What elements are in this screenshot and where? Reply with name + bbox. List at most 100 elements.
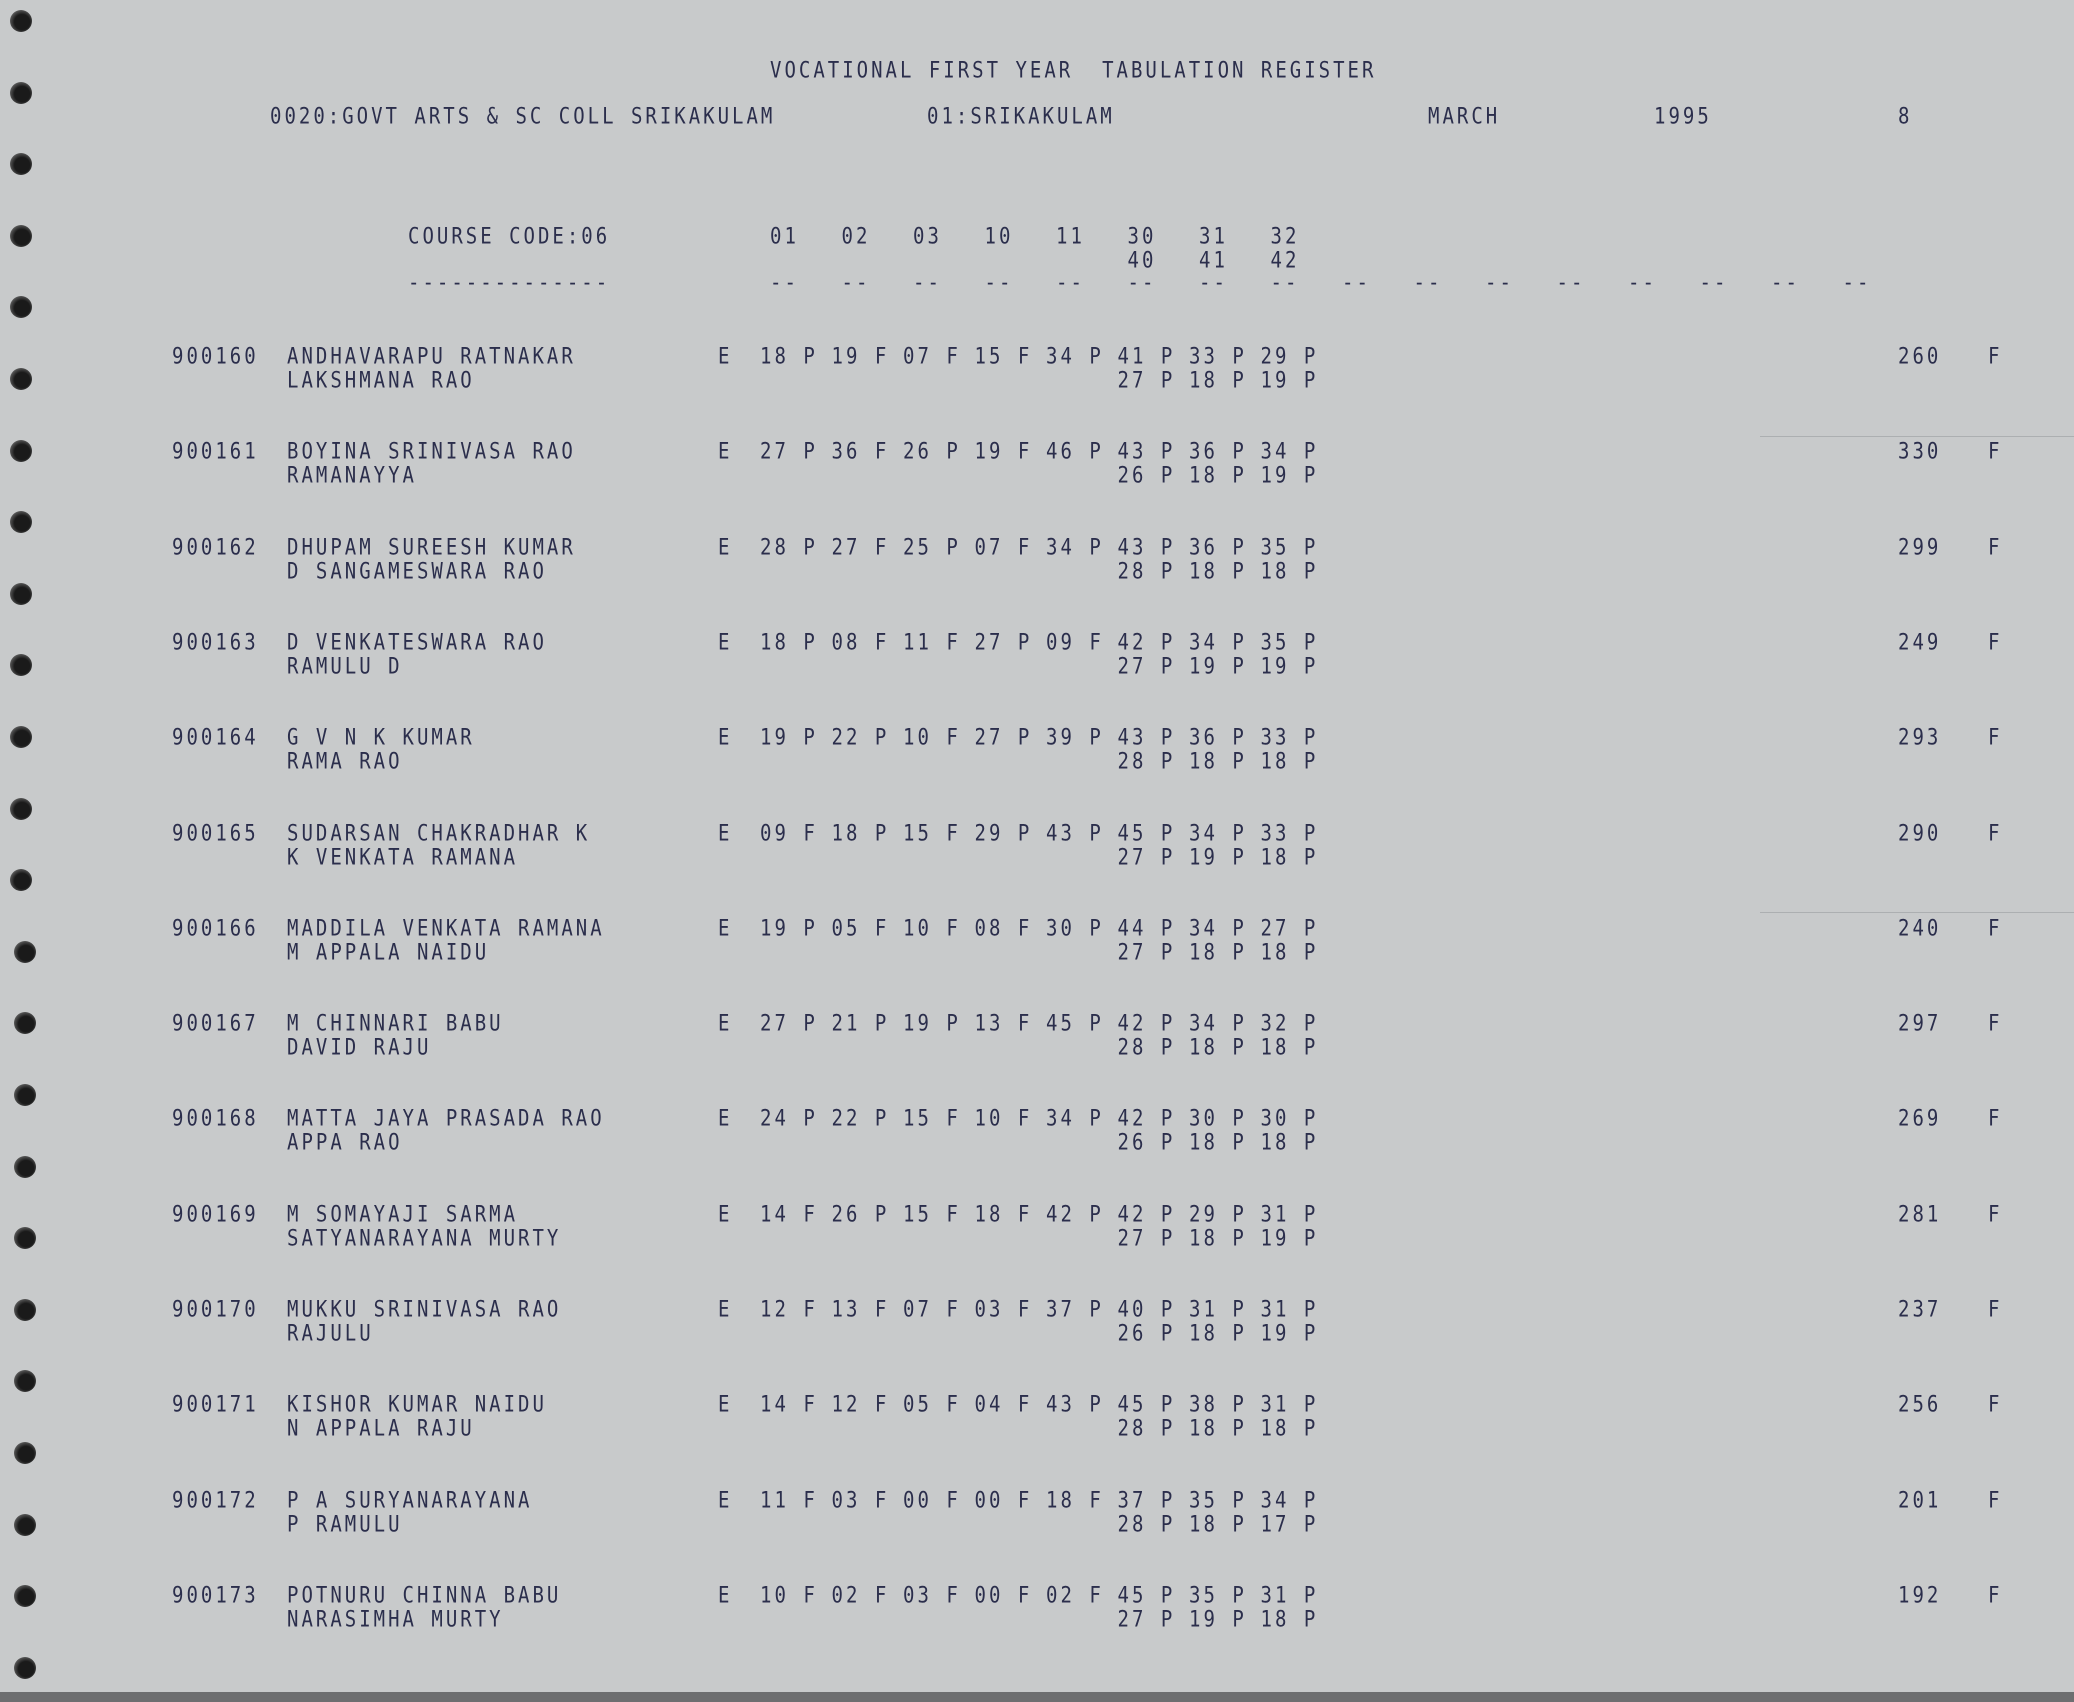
medium-code: E bbox=[718, 534, 733, 560]
subject-mark: 00 F bbox=[974, 1582, 1033, 1609]
subject-mark: 05 F bbox=[903, 1392, 961, 1418]
total-marks: 192 bbox=[1898, 1582, 1942, 1609]
subject-mark: 45 P bbox=[1117, 1392, 1176, 1418]
medium-code: E bbox=[718, 344, 733, 370]
parent-name: K VENKATA RAMANA bbox=[287, 844, 519, 870]
final-result: F bbox=[1988, 1106, 2003, 1132]
page-number: 8 bbox=[1898, 104, 1913, 130]
subject-mark: 30 P bbox=[1046, 915, 1104, 942]
column-divider: -- bbox=[1842, 270, 1872, 296]
subject-mark: 28 P bbox=[1117, 1035, 1176, 1061]
subject-mark: 29 P bbox=[1189, 1201, 1247, 1227]
final-result: F bbox=[1988, 1011, 2003, 1037]
subject-mark: 17 P bbox=[1260, 1511, 1319, 1537]
column-divider: -- bbox=[1771, 270, 1800, 296]
subject-mark: 19 P bbox=[760, 725, 818, 751]
course-code-underline: -------------- bbox=[408, 270, 611, 296]
subject-code-header: 30 bbox=[1127, 224, 1157, 250]
subject-mark: 26 P bbox=[831, 1201, 890, 1227]
subject-mark: 43 P bbox=[1117, 439, 1176, 465]
subject-mark: 10 F bbox=[760, 1582, 818, 1609]
binder-hole bbox=[14, 1227, 36, 1250]
subject-code-header: 02 bbox=[841, 224, 871, 250]
binder-hole bbox=[10, 81, 32, 104]
parent-name: SATYANARAYANA MURTY bbox=[287, 1225, 562, 1251]
binder-hole bbox=[10, 869, 32, 892]
medium-code: E bbox=[718, 1487, 733, 1513]
column-divider: -- bbox=[1628, 270, 1657, 296]
hall-ticket-number: 900171 bbox=[172, 1392, 259, 1418]
subject-mark: 18 P bbox=[1189, 939, 1247, 966]
parent-name: P RAMULU bbox=[287, 1511, 403, 1537]
total-marks: 297 bbox=[1898, 1011, 1942, 1037]
medium-code: E bbox=[718, 1582, 733, 1609]
parent-name: D SANGAMESWARA RAO bbox=[287, 558, 547, 584]
student-name: MADDILA VENKATA RAMANA bbox=[287, 915, 605, 942]
subject-mark: 11 F bbox=[760, 1487, 818, 1513]
binder-hole bbox=[10, 153, 32, 176]
subject-mark: 07 F bbox=[903, 1297, 961, 1323]
subject-mark: 18 P bbox=[1189, 1035, 1247, 1061]
district-name: 01:SRIKAKULAM bbox=[927, 104, 1115, 130]
final-result: F bbox=[1988, 629, 2003, 656]
binder-hole bbox=[10, 582, 32, 605]
binder-hole bbox=[14, 1370, 36, 1393]
student-name: M CHINNARI BABU bbox=[287, 1011, 504, 1037]
subject-mark: 03 F bbox=[831, 1487, 890, 1513]
subject-mark: 27 P bbox=[1117, 653, 1176, 680]
exam-month: MARCH bbox=[1428, 104, 1501, 130]
subject-mark: 18 P bbox=[1260, 1416, 1319, 1442]
subject-mark: 33 P bbox=[1260, 725, 1319, 751]
subject-mark: 27 F bbox=[831, 534, 890, 560]
subject-mark: 29 P bbox=[1260, 344, 1319, 370]
subject-mark: 28 P bbox=[1117, 558, 1176, 584]
subject-mark: 34 P bbox=[1046, 534, 1104, 560]
subject-mark: 19 P bbox=[1260, 463, 1319, 489]
subject-mark: 34 P bbox=[1189, 820, 1247, 846]
college-name: 0020:GOVT ARTS & SC COLL SRIKAKULAM bbox=[270, 104, 776, 130]
subject-mark: 18 P bbox=[1260, 844, 1319, 870]
subject-code-header: 11 bbox=[1056, 224, 1085, 250]
binder-hole bbox=[10, 654, 32, 677]
subject-mark: 31 P bbox=[1260, 1392, 1319, 1418]
final-result: F bbox=[1988, 344, 2003, 370]
subject-mark: 42 P bbox=[1117, 629, 1176, 656]
subject-mark: 39 P bbox=[1046, 725, 1104, 751]
final-result: F bbox=[1988, 534, 2003, 560]
subject-mark: 27 P bbox=[1117, 1606, 1176, 1633]
column-divider: -- bbox=[770, 270, 799, 296]
subject-mark: 28 P bbox=[1117, 749, 1176, 775]
subject-mark: 19 P bbox=[903, 1011, 961, 1037]
subject-mark: 22 P bbox=[831, 1106, 890, 1132]
subject-mark: 43 P bbox=[1046, 820, 1104, 846]
final-result: F bbox=[1988, 725, 2003, 751]
subject-mark: 19 F bbox=[974, 439, 1033, 465]
parent-name: RAJULU bbox=[287, 1321, 374, 1347]
subject-mark: 07 F bbox=[903, 344, 961, 370]
hall-ticket-number: 900173 bbox=[172, 1582, 259, 1609]
subject-code-header: 10 bbox=[984, 224, 1014, 250]
subject-mark: 18 P bbox=[1189, 368, 1247, 394]
column-divider: -- bbox=[1556, 270, 1586, 296]
subject-mark: 34 P bbox=[1189, 629, 1247, 656]
subject-mark: 36 P bbox=[1189, 439, 1247, 465]
column-divider: -- bbox=[913, 270, 942, 296]
subject-mark: 27 P bbox=[974, 725, 1033, 751]
column-divider: -- bbox=[1056, 270, 1085, 296]
subject-mark: 13 F bbox=[831, 1297, 890, 1323]
subject-mark: 34 P bbox=[1260, 1487, 1319, 1513]
subject-mark: 24 P bbox=[760, 1106, 818, 1132]
subject-mark: 27 P bbox=[974, 629, 1033, 656]
subject-mark: 21 P bbox=[831, 1011, 890, 1037]
subject-code-header: 01 bbox=[770, 224, 799, 250]
final-result: F bbox=[1988, 439, 2003, 465]
subject-mark: 18 P bbox=[1189, 1130, 1247, 1156]
subject-mark: 37 P bbox=[1117, 1487, 1176, 1513]
medium-code: E bbox=[718, 725, 733, 751]
binder-hole bbox=[14, 1656, 36, 1679]
subject-mark: 10 F bbox=[903, 915, 961, 942]
subject-mark: 18 P bbox=[1260, 558, 1319, 584]
binder-hole bbox=[14, 940, 36, 963]
student-name: ANDHAVARAPU RATNAKAR bbox=[287, 344, 576, 370]
subject-mark: 45 P bbox=[1117, 820, 1176, 846]
